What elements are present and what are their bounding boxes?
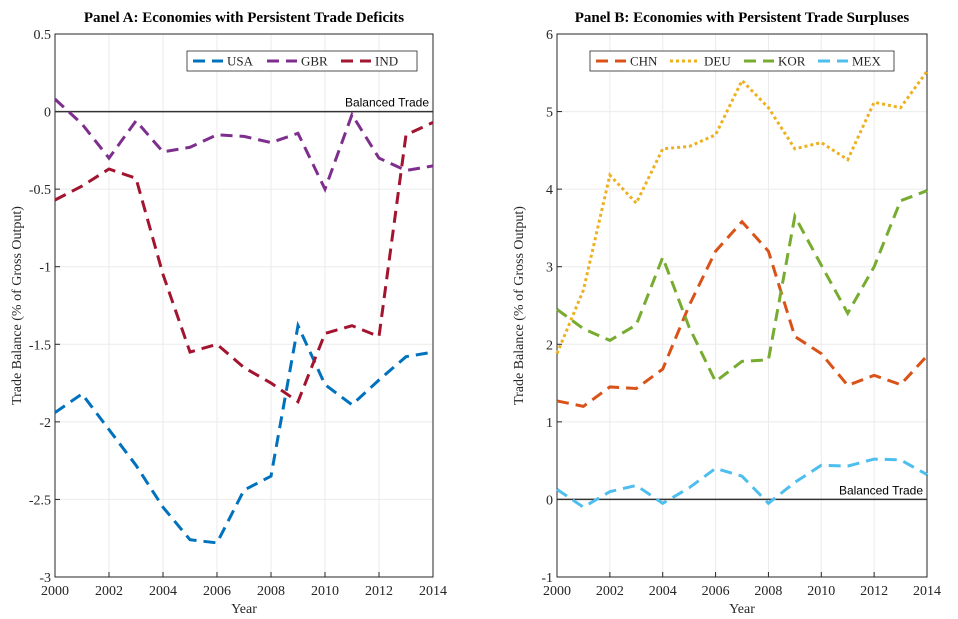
legend-label: MEX: [852, 54, 882, 69]
y-tick-label: -1: [541, 571, 553, 586]
series-line: [556, 219, 929, 408]
x-tick-label: 2012: [860, 584, 888, 599]
chart-title: Panel A: Economies with Persistent Trade…: [84, 10, 404, 26]
x-tick-label: 2010: [311, 584, 339, 599]
panel: Panel B: Economies with Persistent Trade…: [512, 10, 941, 617]
legend-label: IND: [375, 54, 398, 69]
axes-box: [556, 33, 928, 578]
chart-title: Panel B: Economies with Persistent Trade…: [575, 10, 910, 26]
series-line: [54, 320, 434, 545]
x-axis-label: Year: [729, 602, 755, 617]
y-tick-label: -2: [39, 416, 51, 431]
y-tick-label: -3: [39, 571, 51, 586]
y-tick-label: 2: [546, 338, 553, 353]
y-axis-label: Trade Balance (% of Gross Output): [10, 206, 25, 405]
legend: USA GBR IND: [186, 50, 418, 72]
x-tick-label: 2002: [95, 584, 123, 599]
x-tick-label: 2004: [149, 584, 177, 599]
y-tick-label: 3: [546, 261, 553, 276]
legend-label: GBR: [301, 54, 328, 69]
y-tick-label: 0: [44, 106, 51, 121]
y-tick-label: -1.5: [29, 338, 51, 353]
x-tick-label: 2014: [913, 584, 941, 599]
x-axis-label: Year: [231, 602, 257, 617]
annotation: Balanced Trade: [345, 96, 429, 110]
x-tick-label: 2000: [41, 584, 69, 599]
axes-box: [54, 33, 434, 578]
x-tick-label: 2014: [419, 584, 447, 599]
legend-label: KOR: [778, 54, 806, 69]
y-tick-label: 4: [546, 183, 553, 198]
x-tick-label: 2008: [754, 584, 782, 599]
y-tick-label: -0.5: [29, 183, 51, 198]
legend-label: CHN: [630, 54, 658, 69]
legend-label: DEU: [704, 54, 731, 69]
x-tick-label: 2006: [702, 584, 730, 599]
x-tick-label: 2000: [543, 584, 571, 599]
y-axis-label: Trade Balance (% of Gross Output): [512, 206, 527, 405]
legend-box: [589, 50, 895, 72]
x-tick-label: 2010: [807, 584, 835, 599]
series-line: [556, 189, 928, 384]
series-line: [54, 121, 434, 404]
legend-label: USA: [227, 54, 254, 69]
legend: CHN DEU KOR MEX: [589, 50, 895, 72]
annotation: Balanced Trade: [839, 483, 923, 497]
panel: Panel A: Economies with Persistent Trade…: [10, 10, 447, 617]
y-tick-label: 0: [546, 493, 553, 508]
y-tick-label: -2.5: [29, 493, 51, 508]
series-line: [53, 98, 434, 193]
x-tick-label: 2004: [649, 584, 677, 599]
y-tick-label: 6: [546, 28, 553, 43]
x-tick-label: 2008: [257, 584, 285, 599]
x-tick-label: 2006: [203, 584, 231, 599]
y-tick-label: 0.5: [34, 28, 52, 43]
x-tick-label: 2012: [365, 584, 393, 599]
y-tick-label: 1: [546, 416, 553, 431]
y-tick-label: 5: [546, 106, 553, 121]
x-tick-label: 2002: [596, 584, 624, 599]
y-tick-label: -1: [39, 261, 51, 276]
series-line: [555, 70, 929, 355]
series-line: [556, 457, 928, 509]
legend-box: [186, 50, 418, 72]
